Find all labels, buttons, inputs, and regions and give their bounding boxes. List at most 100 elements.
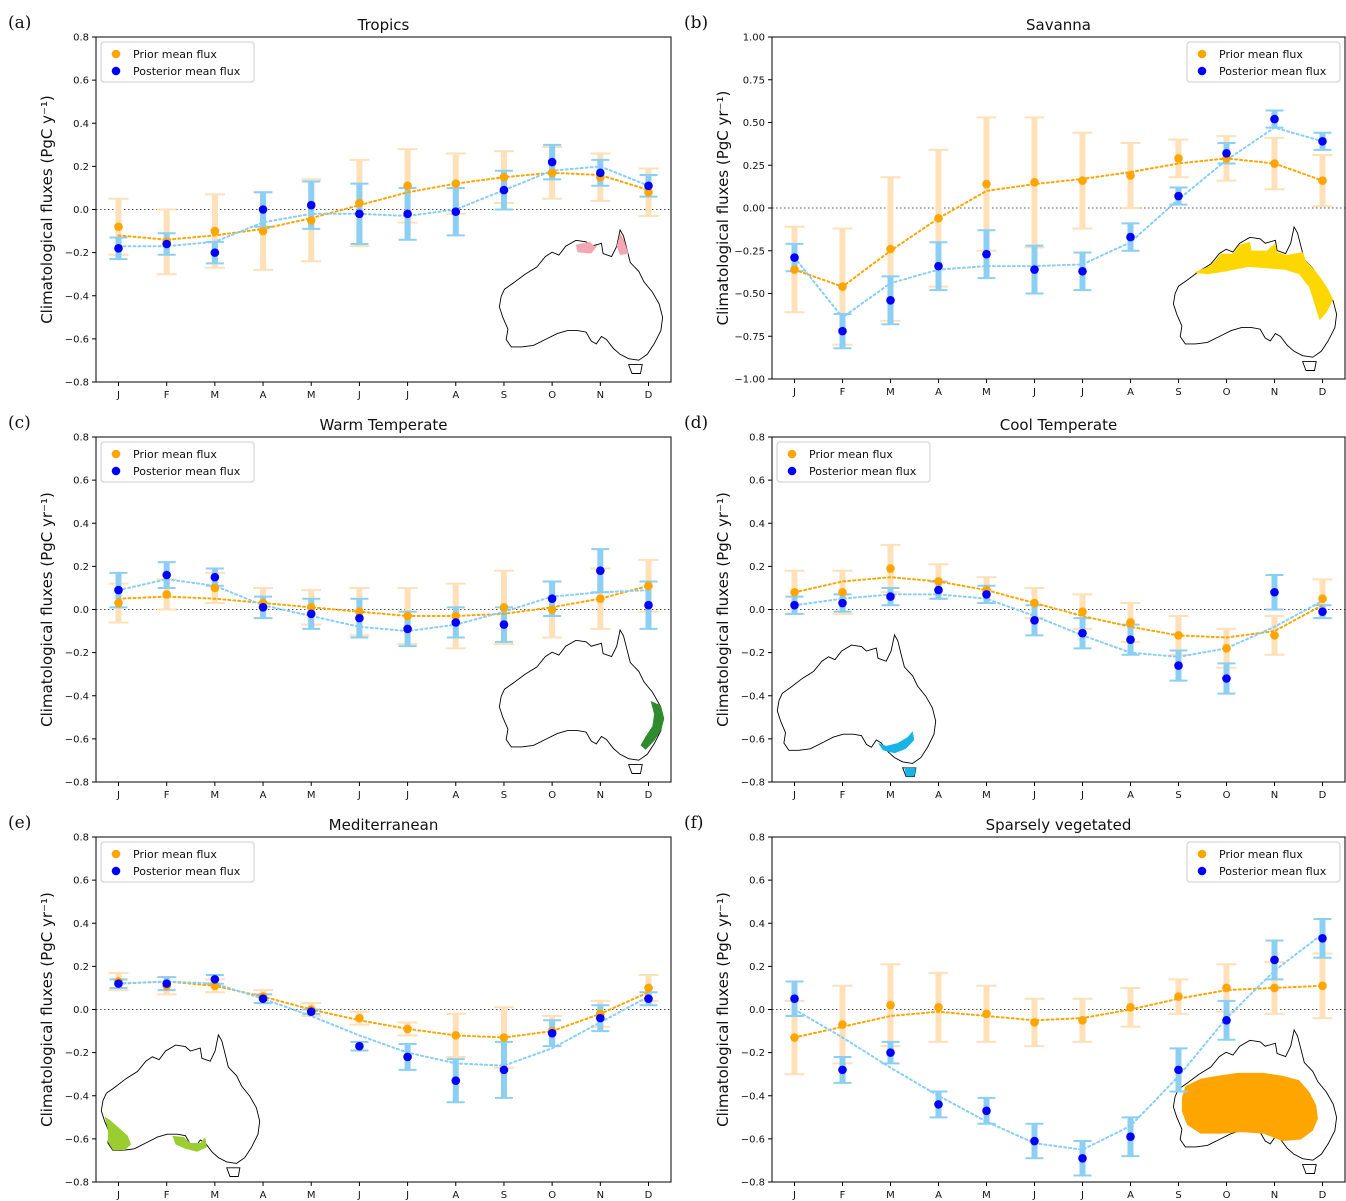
legend-marker xyxy=(111,849,121,859)
panel-label: (d) xyxy=(684,413,708,433)
y-tick-label: −0.2 xyxy=(65,248,89,259)
x-tick-label: J xyxy=(405,1190,409,1201)
trend-line-series-0 xyxy=(117,171,650,241)
data-point xyxy=(1174,1065,1183,1075)
data-point xyxy=(1078,1015,1087,1025)
data-point xyxy=(596,566,605,575)
data-point xyxy=(258,994,268,1004)
data-point xyxy=(547,1028,557,1038)
legend-label: Posterior mean flux xyxy=(1219,865,1327,878)
data-point xyxy=(1270,955,1279,965)
x-tick-label: A xyxy=(935,1190,942,1201)
data-point xyxy=(1174,191,1183,201)
data-point xyxy=(1126,1132,1135,1142)
legend-marker xyxy=(111,449,121,459)
x-tick-label: A xyxy=(260,1190,267,1201)
legend-marker xyxy=(787,449,797,459)
trend-line-series-0 xyxy=(793,157,1324,288)
biome-region-shape xyxy=(640,701,665,750)
x-tick-label: J xyxy=(1080,387,1084,398)
x-tick-label: S xyxy=(1175,1190,1181,1201)
data-point xyxy=(1030,615,1039,625)
legend-marker xyxy=(111,866,121,876)
x-tick-label: J xyxy=(116,790,120,801)
data-point xyxy=(1222,983,1231,993)
x-tick-label: F xyxy=(840,387,846,398)
y-tick-label: −0.2 xyxy=(65,1048,89,1059)
data-point xyxy=(644,600,653,610)
data-point xyxy=(306,215,316,225)
data-point xyxy=(1318,137,1327,146)
chart-panel-0: −0.8 −0.6 −0.4 −0.2 0.0 0.2 0.4 0.6 0.8 J F M A M J J A S… xyxy=(8,13,672,401)
data-point xyxy=(790,265,799,274)
data-point xyxy=(1078,176,1087,185)
y-tick-label: −0.6 xyxy=(741,734,765,745)
x-tick-label: D xyxy=(1319,387,1327,398)
data-point xyxy=(499,603,509,612)
data-point xyxy=(1078,607,1087,616)
x-tick-label: A xyxy=(935,387,942,398)
y-tick-label: −0.6 xyxy=(65,1134,89,1145)
y-tick-label: 0.6 xyxy=(749,476,765,487)
legend-marker xyxy=(787,466,797,476)
data-point xyxy=(162,590,171,599)
biome-region-shape xyxy=(1193,241,1334,321)
chart-panel-3: −0.8 −0.6 −0.4 −0.2 0.0 0.2 0.4 0.6 0.8 J F M A M J J A S… xyxy=(684,413,1346,801)
x-tick-label: M xyxy=(307,1190,316,1201)
legend: Prior mean flux Posterior mean flux xyxy=(1186,41,1341,83)
data-point xyxy=(886,592,895,601)
data-point xyxy=(258,205,268,214)
legend-box xyxy=(100,841,255,883)
legend-label: Prior mean flux xyxy=(1219,848,1303,861)
biome-region-shape xyxy=(1181,1072,1318,1141)
trend-line-series-1 xyxy=(117,578,650,633)
y-tick-label: −0.6 xyxy=(741,1134,765,1145)
biome-region-shape xyxy=(172,1135,207,1152)
data-point xyxy=(355,613,364,623)
data-point xyxy=(451,1076,461,1085)
data-point xyxy=(403,1052,412,1062)
x-tick-label: F xyxy=(840,790,846,801)
data-point xyxy=(1222,644,1231,653)
y-tick-label: 0.8 xyxy=(73,33,89,44)
x-tick-label: A xyxy=(1127,1190,1134,1201)
y-axis-label: Climatological fluxes (PgC yr⁻¹) xyxy=(714,892,732,1127)
data-point xyxy=(886,1048,895,1057)
data-point xyxy=(451,207,461,216)
x-tick-label: N xyxy=(597,1190,604,1201)
y-tick-label: −0.8 xyxy=(65,778,89,789)
y-tick-label: 0.8 xyxy=(73,433,89,444)
x-tick-label: O xyxy=(548,790,556,801)
data-point xyxy=(355,209,364,219)
data-point xyxy=(1270,159,1279,168)
data-point xyxy=(210,248,220,257)
data-point xyxy=(210,975,220,984)
x-tick-label: N xyxy=(1271,1190,1278,1201)
x-tick-label: M xyxy=(307,790,316,801)
tasmania-outline xyxy=(627,364,643,374)
data-point xyxy=(1318,981,1327,991)
chart-panel-4: −0.8 −0.6 −0.4 −0.2 0.0 0.2 0.4 0.6 0.8 J F M A M J J A S… xyxy=(8,813,672,1201)
y-tick-label: 0.0 xyxy=(749,1005,765,1016)
data-point xyxy=(547,157,557,167)
x-tick-label: M xyxy=(886,387,895,398)
legend-marker xyxy=(111,49,121,59)
data-point xyxy=(644,181,653,191)
legend-label: Prior mean flux xyxy=(1219,48,1303,61)
data-point xyxy=(838,326,847,336)
data-point xyxy=(838,587,847,597)
data-point xyxy=(982,1106,991,1116)
data-point xyxy=(403,611,412,621)
x-tick-label: D xyxy=(645,790,653,801)
biome-region-shape xyxy=(104,1116,131,1151)
y-tick-label: 0.0 xyxy=(73,1005,89,1016)
y-tick-label: −1.00 xyxy=(734,375,765,386)
data-point xyxy=(1318,934,1327,943)
x-tick-label: F xyxy=(164,790,170,801)
data-point xyxy=(1222,1015,1231,1025)
data-point xyxy=(1270,631,1279,640)
legend-box xyxy=(1186,841,1341,883)
data-point xyxy=(499,172,509,182)
x-tick-label: J xyxy=(1080,790,1084,801)
